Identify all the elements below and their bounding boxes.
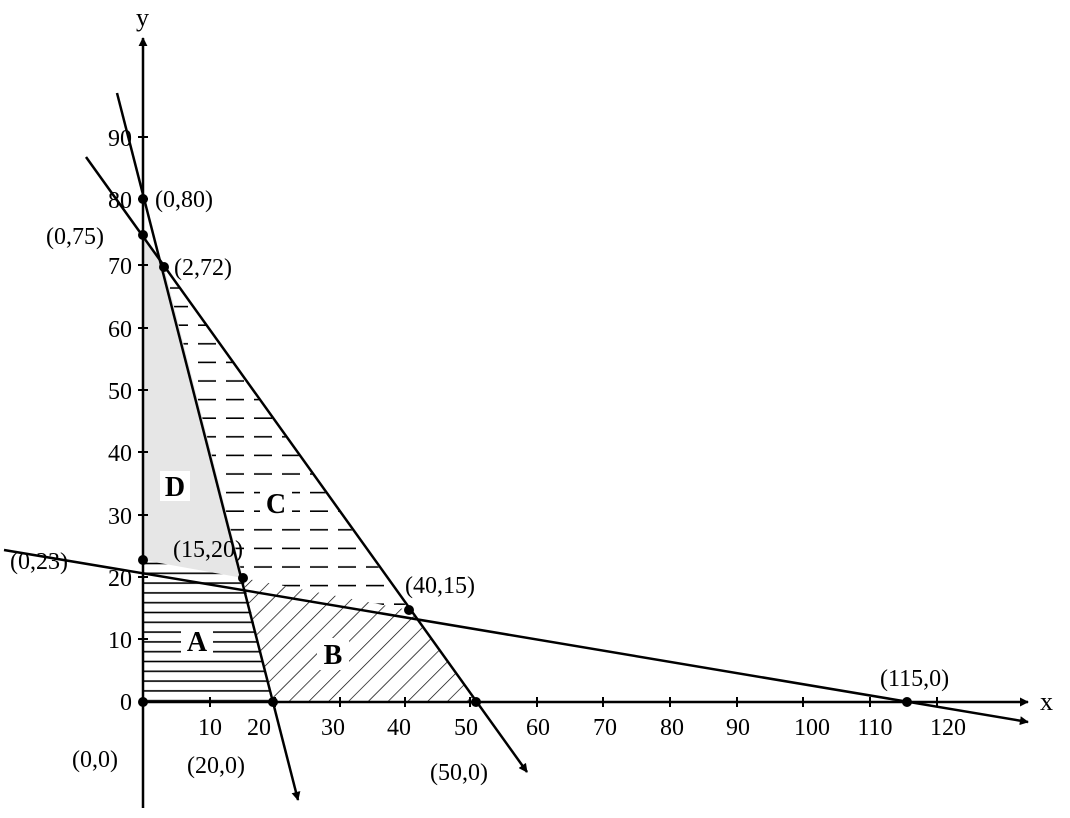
constraint-line-3 (3, 548, 1029, 726)
point-label: (2,72) (174, 255, 232, 281)
y-tick-label: 30 (108, 504, 132, 530)
point-0-80 (138, 194, 148, 204)
y-tick-labels: 0 10 20 30 40 50 60 70 80 90 (108, 126, 132, 716)
y-axis-label: y (136, 3, 149, 32)
region-b-label: B (324, 640, 343, 671)
point-15-20 (238, 573, 248, 583)
constraint-line-1 (115, 92, 301, 801)
point-0-75 (138, 230, 148, 240)
points (138, 194, 912, 707)
point-label: (0,80) (155, 187, 213, 213)
point-label: (15,20) (173, 537, 243, 563)
y-tick-label: 0 (120, 690, 132, 716)
y-tick-label: 70 (108, 254, 132, 280)
y-tick-label: 60 (108, 317, 132, 343)
region-labels: D C A B (160, 471, 349, 671)
region-b-area (243, 578, 476, 702)
region-a-label: A (187, 627, 208, 658)
x-tick-label: 70 (593, 715, 617, 741)
x-tick-label: 40 (387, 715, 411, 741)
point-2-72 (159, 262, 169, 272)
y-tick-label: 50 (108, 379, 132, 405)
point-label: (20,0) (187, 753, 245, 779)
x-tick-label: 20 (247, 715, 271, 741)
point-0-23 (138, 555, 148, 565)
point-label: (0,0) (72, 747, 118, 773)
point-label: (0,23) (10, 549, 68, 575)
point-50-0 (471, 697, 481, 707)
point-0-0 (138, 697, 148, 707)
x-tick-label: 50 (454, 715, 478, 741)
region-c-label: C (266, 489, 286, 520)
point-20-0 (268, 697, 278, 707)
x-tick-label: 10 (198, 715, 222, 741)
x-tick-label: 100 (794, 715, 830, 741)
x-axis-label: x (1040, 687, 1053, 716)
x-tick-label: 60 (526, 715, 550, 741)
axes: x y (136, 3, 1053, 808)
y-tick-label: 10 (108, 628, 132, 654)
point-40-15 (404, 605, 414, 615)
constraint-lines (3, 92, 1029, 801)
x-tick-label: 80 (660, 715, 684, 741)
point-label: (0,75) (46, 224, 104, 250)
x-tick-label: 110 (857, 715, 892, 741)
x-tick-label: 90 (726, 715, 750, 741)
point-label: (115,0) (880, 666, 949, 692)
x-tick-label: 30 (321, 715, 345, 741)
y-tick-label: 40 (108, 441, 132, 467)
region-d-label: D (165, 472, 185, 503)
point-label: (40,15) (405, 573, 475, 599)
point-labels: (0,80) (0,75) (2,72) (0,23) (15,20) (40,… (10, 187, 949, 786)
point-115-0 (902, 697, 912, 707)
x-tick-labels: 10 20 30 40 50 60 70 80 90 100 110 120 (198, 715, 966, 741)
constraint-line-2 (84, 156, 529, 773)
x-tick-label: 120 (930, 715, 966, 741)
point-label: (50,0) (430, 760, 488, 786)
